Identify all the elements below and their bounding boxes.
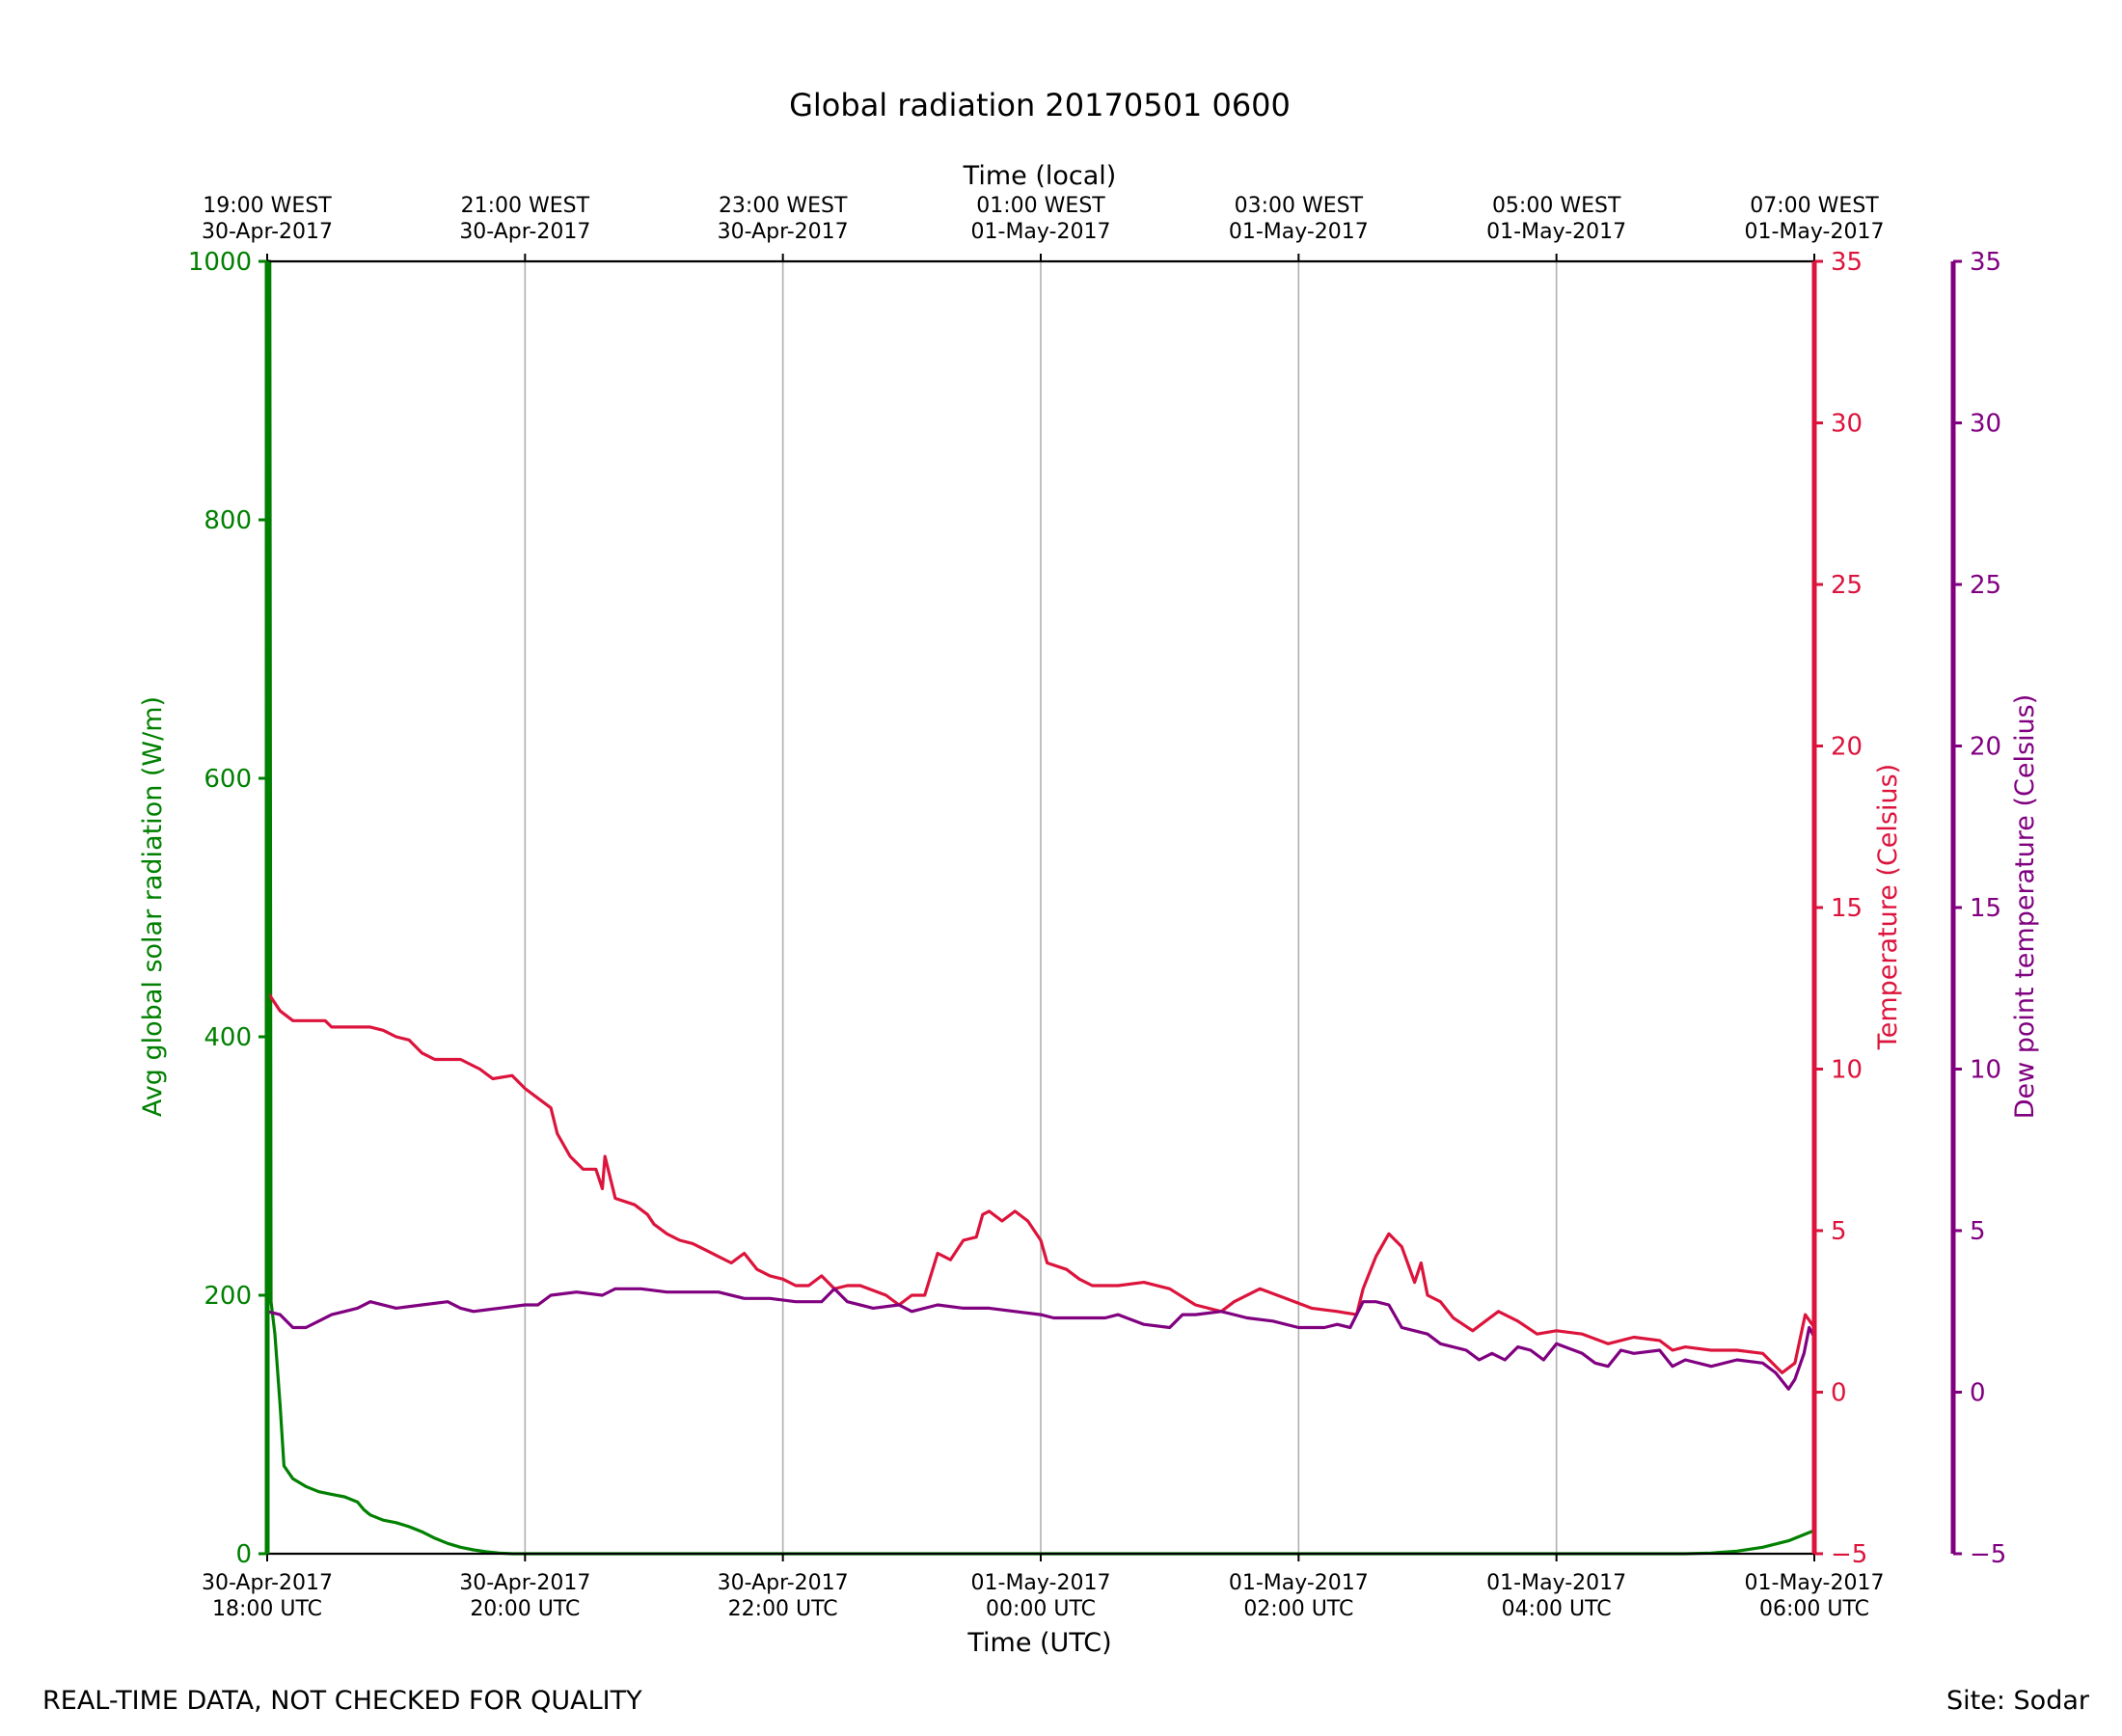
x-tick-label-utc-time: 02:00 UTC [1243,1597,1353,1621]
dewpoint-tick-label: 15 [1970,894,2001,923]
x-tick-label-local-time: 07:00 WEST [1750,194,1879,218]
y-axis-label-dewpoint: Dew point temperature (Celsius) [2010,694,2040,1120]
x-tick-label-utc-date: 01-May-2017 [1486,1571,1626,1595]
x-tick-label-utc-time: 20:00 UTC [470,1597,580,1621]
x-tick-label-local-time: 05:00 WEST [1492,194,1621,218]
dewpoint-tick-label: 35 [1970,248,2001,277]
site-label: Site: Sodar [1946,1686,2089,1716]
dewpoint-tick-label: −5 [1970,1540,2006,1569]
x-tick-label-utc-time: 00:00 UTC [986,1597,1096,1621]
x-tick-label-utc-time: 06:00 UTC [1759,1597,1869,1621]
x-tick-label-local-time: 01:00 WEST [976,194,1105,218]
x-tick-label-utc-time: 22:00 UTC [728,1597,838,1621]
radiation-tick-label: 600 [204,765,252,794]
radiation-tick-label: 200 [204,1282,252,1311]
temperature-tick-label: 10 [1831,1056,1863,1085]
x-tick-label-utc-time: 18:00 UTC [212,1597,322,1621]
temperature-tick-label: 25 [1831,571,1863,600]
temperature-tick-label: 30 [1831,410,1863,439]
x-tick-label-utc-time: 04:00 UTC [1502,1597,1612,1621]
chart-title: Global radiation 20170501 0600 [789,87,1291,123]
x-tick-label-utc-date: 01-May-2017 [1229,1571,1369,1595]
dewpoint-tick-label: 5 [1970,1217,1986,1246]
x-tick-label-utc-date: 01-May-2017 [971,1571,1111,1595]
x-axis-label-local: Time (local) [963,161,1117,191]
radiation-tick-label: 400 [204,1023,252,1052]
x-tick-label-local-time: 03:00 WEST [1235,194,1364,218]
dewpoint-tick-label: 25 [1970,571,2001,600]
x-axis-label-utc: Time (UTC) [966,1628,1111,1658]
x-tick-label-utc-date: 01-May-2017 [1745,1571,1885,1595]
dewpoint-tick-label: 20 [1970,733,2001,762]
x-tick-label-local-date: 30-Apr-2017 [718,220,849,244]
series-line-dewpoint [266,1287,1816,1391]
temperature-tick-label: −5 [1831,1540,1867,1569]
dewpoint-tick-label: 30 [1970,410,2001,439]
temperature-tick-label: 0 [1831,1379,1847,1408]
x-tick-label-local-time: 21:00 WEST [461,194,590,218]
dewpoint-tick-label: 10 [1970,1056,2001,1085]
x-tick-label-utc-date: 30-Apr-2017 [718,1571,849,1595]
dewpoint-tick-label: 0 [1970,1379,1986,1408]
radiation-tick-label: 800 [204,506,252,535]
x-tick-label-local-date: 01-May-2017 [1229,220,1369,244]
grid-lines [524,261,1558,1554]
x-tick-label-local-date: 01-May-2017 [1486,220,1626,244]
quality-disclaimer: REAL-TIME DATA, NOT CHECKED FOR QUALITY [42,1686,642,1716]
y-axis-label-temperature: Temperature (Celsius) [1873,764,1903,1050]
x-tick-label-local-date: 01-May-2017 [971,220,1111,244]
x-tick-label-utc-date: 30-Apr-2017 [202,1571,333,1595]
x-tick-label-local-time: 23:00 WEST [719,194,848,218]
x-tick-label-local-time: 19:00 WEST [203,194,332,218]
x-tick-label-local-date: 01-May-2017 [1745,220,1885,244]
x-tick-label-utc-date: 30-Apr-2017 [459,1571,590,1595]
radiation-tick-label: 0 [235,1540,252,1569]
radiation-tick-label: 1000 [188,248,252,277]
series-line-temperature [265,990,1816,1374]
y-axis-label-radiation: Avg global solar radiation (W/m) [138,696,168,1117]
x-tick-label-local-date: 30-Apr-2017 [202,220,333,244]
temperature-tick-label: 20 [1831,733,1863,762]
temperature-tick-label: 5 [1831,1217,1847,1246]
temperature-tick-label: 15 [1831,894,1863,923]
temperature-tick-label: 35 [1831,248,1863,277]
x-tick-label-local-date: 30-Apr-2017 [459,220,590,244]
